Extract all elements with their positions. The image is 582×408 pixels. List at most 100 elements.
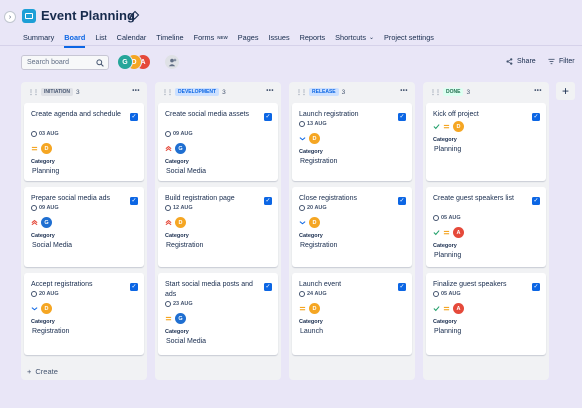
due-date: 09 AUG bbox=[31, 205, 59, 211]
assignee-avatar[interactable]: D bbox=[309, 303, 320, 314]
issue-card[interactable]: Launch event ✓ 24 AUG D Category Launch bbox=[292, 273, 412, 355]
checkbox-icon[interactable]: ✓ bbox=[398, 113, 406, 121]
share-button[interactable]: Share bbox=[506, 58, 536, 65]
issue-card[interactable]: Close registrations ✓ 20 AUG D Category Regis… bbox=[292, 187, 412, 267]
issue-card[interactable]: Start social media posts and ads ✓ 23 AUG G… bbox=[158, 273, 278, 355]
tab-board[interactable]: Board bbox=[64, 30, 86, 48]
category-label: Category bbox=[165, 233, 189, 239]
card-meta: G bbox=[31, 217, 52, 228]
create-issue-button[interactable]: + Create bbox=[27, 367, 58, 376]
checkbox-icon[interactable]: ✓ bbox=[264, 113, 272, 121]
issue-card[interactable]: Create social media assets ✓ 09 AUG G Catego… bbox=[158, 103, 278, 181]
tab-calendar[interactable]: Calendar bbox=[117, 30, 147, 44]
column-more-button[interactable]: ••• bbox=[266, 88, 274, 94]
assignee-avatar[interactable]: A bbox=[453, 303, 464, 314]
card-title: Prepare social media ads bbox=[31, 195, 110, 202]
due-date-text: 05 AUG bbox=[441, 291, 461, 297]
paint-brush-icon[interactable] bbox=[128, 10, 140, 22]
priority-low-icon bbox=[299, 137, 306, 141]
assignee-avatar[interactable]: D bbox=[175, 217, 186, 228]
checkbox-icon[interactable]: ✓ bbox=[264, 283, 272, 291]
filter-button[interactable]: Filter bbox=[548, 58, 575, 65]
column-development: ⋮⋮ DEVELOPMENT 3 ••• Create social media ass… bbox=[155, 82, 281, 380]
column-more-button[interactable]: ••• bbox=[534, 88, 542, 94]
column-header[interactable]: ⋮⋮ DEVELOPMENT 3 bbox=[162, 88, 226, 96]
assignee-avatar[interactable]: A bbox=[453, 227, 464, 238]
assignee-avatar[interactable]: D bbox=[309, 133, 320, 144]
chevron-down-icon: ⌄ bbox=[368, 34, 375, 41]
column-header[interactable]: ⋮⋮ DONE 3 bbox=[430, 88, 470, 96]
tab-forms[interactable]: Forms NEW bbox=[194, 30, 228, 44]
page-title: Event Planning bbox=[41, 8, 135, 23]
assignee-avatar[interactable]: D bbox=[41, 303, 52, 314]
clock-icon bbox=[433, 215, 439, 221]
checkbox-icon[interactable]: ✓ bbox=[264, 197, 272, 205]
search-input[interactable]: Search board bbox=[21, 55, 109, 70]
checkbox-icon[interactable]: ✓ bbox=[532, 197, 540, 205]
card-title: Build registration page bbox=[165, 195, 235, 202]
checkbox-icon[interactable]: ✓ bbox=[130, 283, 138, 291]
checkbox-icon[interactable]: ✓ bbox=[130, 197, 138, 205]
checkbox-icon[interactable]: ✓ bbox=[532, 113, 540, 121]
add-column-button[interactable]: + bbox=[556, 82, 575, 100]
avatar[interactable]: G bbox=[117, 54, 133, 70]
sidebar-toggle-button[interactable]: › bbox=[4, 11, 16, 23]
assignee-avatar[interactable]: G bbox=[41, 217, 52, 228]
tab-project-settings[interactable]: Project settings bbox=[384, 30, 434, 44]
column-more-button[interactable]: ••• bbox=[400, 88, 408, 94]
category-label: Category bbox=[433, 137, 457, 143]
tab-label: Timeline bbox=[156, 32, 184, 42]
checkbox-icon[interactable]: ✓ bbox=[398, 283, 406, 291]
project-icon bbox=[22, 9, 36, 23]
priority-medium-icon bbox=[443, 306, 450, 311]
checkbox-icon[interactable]: ✓ bbox=[398, 197, 406, 205]
card-meta: A bbox=[433, 227, 464, 238]
category-value: Registration bbox=[300, 158, 338, 165]
column-title: INITIATION bbox=[41, 88, 74, 96]
issue-card[interactable]: Create agenda and schedule ✓ 03 AUG D Catego… bbox=[24, 103, 144, 181]
tab-reports[interactable]: Reports bbox=[300, 30, 326, 44]
issue-card[interactable]: Prepare social media ads ✓ 09 AUG G Category… bbox=[24, 187, 144, 267]
category-label: Category bbox=[165, 329, 189, 335]
card-title: Create social media assets bbox=[165, 111, 250, 118]
drag-handle-icon[interactable]: ⋮⋮ bbox=[162, 89, 173, 96]
card-meta: D bbox=[299, 303, 320, 314]
category-value: Planning bbox=[434, 328, 462, 335]
card-title: Close registrations bbox=[299, 195, 357, 202]
checkbox-icon[interactable]: ✓ bbox=[532, 283, 540, 291]
add-people-button[interactable] bbox=[164, 54, 180, 70]
drag-handle-icon[interactable]: ⋮⋮ bbox=[296, 89, 307, 96]
due-date: 20 AUG bbox=[31, 291, 59, 297]
drag-handle-icon[interactable]: ⋮⋮ bbox=[28, 89, 39, 96]
column-more-button[interactable]: ••• bbox=[132, 88, 140, 94]
tab-shortcuts[interactable]: Shortcuts ⌄ bbox=[335, 30, 374, 44]
clock-icon bbox=[299, 121, 305, 127]
tab-summary[interactable]: Summary bbox=[23, 30, 54, 44]
tab-issues[interactable]: Issues bbox=[269, 30, 290, 44]
assignee-avatar[interactable]: D bbox=[309, 217, 320, 228]
issue-card[interactable]: Kick off project ✓ D Category Planning bbox=[426, 103, 546, 181]
card-title: Launch registration bbox=[299, 111, 359, 118]
column-header[interactable]: ⋮⋮ INITIATION 3 bbox=[28, 88, 80, 96]
column-header[interactable]: ⋮⋮ RELEASE 3 bbox=[296, 88, 345, 96]
assignee-avatar[interactable]: D bbox=[453, 121, 464, 132]
drag-handle-icon[interactable]: ⋮⋮ bbox=[430, 89, 441, 96]
column-title: DONE bbox=[443, 88, 464, 96]
checkbox-icon[interactable]: ✓ bbox=[130, 113, 138, 121]
issue-card[interactable]: Build registration page ✓ 12 AUG D Category R… bbox=[158, 187, 278, 267]
category-value: Planning bbox=[434, 146, 462, 153]
tab-list[interactable]: List bbox=[95, 30, 106, 44]
clock-icon bbox=[299, 291, 305, 297]
assignee-avatar[interactable]: D bbox=[41, 143, 52, 154]
issue-card[interactable]: Create guest speakers list ✓ 05 AUG A Catego… bbox=[426, 187, 546, 267]
issue-card[interactable]: Finalize guest speakers ✓ 05 AUG A Category P… bbox=[426, 273, 546, 355]
issue-card[interactable]: Launch registration ✓ 13 AUG D Category Regis… bbox=[292, 103, 412, 181]
card-title: Create guest speakers list bbox=[433, 195, 514, 202]
tab-pages[interactable]: Pages bbox=[238, 30, 259, 44]
card-title: Accept registrations bbox=[31, 281, 93, 288]
assignee-avatar[interactable]: G bbox=[175, 313, 186, 324]
tab-timeline[interactable]: Timeline bbox=[156, 30, 183, 44]
issue-card[interactable]: Accept registrations ✓ 20 AUG D Category Regi… bbox=[24, 273, 144, 355]
assignee-avatar[interactable]: G bbox=[175, 143, 186, 154]
